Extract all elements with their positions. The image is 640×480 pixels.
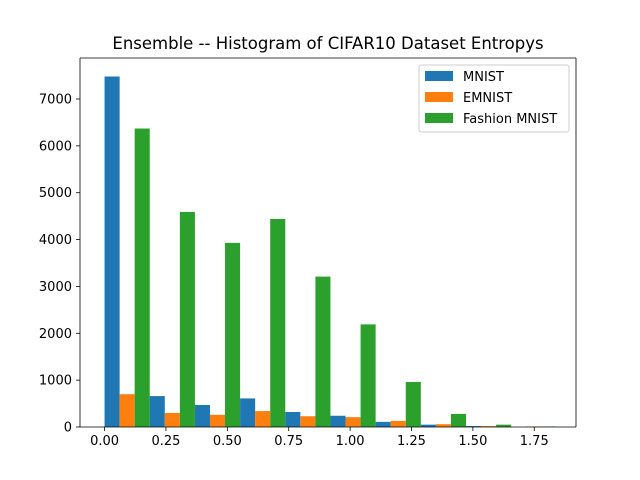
legend-frame [418,64,570,133]
bar-mnist-bin-4 [285,412,301,427]
bar-mnist-bin-7 [420,424,436,427]
bar-emnist-bin-2 [209,414,226,427]
x-tick-label: 1.50 [458,434,487,449]
bar-emnist-bin-1 [164,412,180,427]
bar-emnist-bin-4 [300,416,316,427]
bar-fashion-mnist-bin-7 [450,413,466,427]
bar-mnist-bin-3 [240,398,256,427]
legend: MNIST EMNIST Fashion MNIST [418,64,570,133]
bar-fashion-mnist-bin-6 [405,382,421,427]
legend-label: EMNIST [463,91,512,106]
bar-mnist-bin-5 [330,415,346,427]
bar-fashion-mnist-bin-5 [360,324,376,427]
x-tick-label: 0.00 [90,434,119,449]
y-tick-label: 2000 [39,327,72,342]
x-tick-label: 1.75 [520,434,549,449]
bar-emnist-bin-5 [345,417,361,427]
x-tick-label: 1.00 [336,434,365,449]
legend-swatch [425,113,453,123]
x-tick-label: 0.50 [213,434,242,449]
y-tick-label: 5000 [39,186,72,201]
y-tick-label: 6000 [39,139,72,154]
bar-fashion-mnist-bin-4 [315,276,331,427]
bar-fashion-mnist-bin-1 [179,211,195,427]
bar-mnist-bin-2 [194,404,210,427]
y-tick-label: 4000 [39,233,72,248]
bar-fashion-mnist-bin-8 [496,424,512,427]
bar-mnist-bin-8 [465,426,482,427]
legend-swatch [425,92,453,102]
bar-mnist-bin-0 [104,76,120,427]
bar-fashion-mnist-bin-0 [134,128,150,427]
legend-swatch [425,71,453,81]
y-tick-label: 1000 [39,374,72,389]
chart-title: Ensemble -- Histogram of CIFAR10 Dataset… [112,34,543,53]
bar-fashion-mnist-bin-2 [225,242,241,427]
legend-label: Fashion MNIST [463,112,557,127]
bar-mnist-bin-1 [149,396,165,427]
axes-group: 0.00 0.25 0.50 0.75 1.00 1.25 1.50 1.75 0 1000 200… [39,57,577,449]
bar-emnist-bin-3 [255,411,271,427]
y-tick-label: 7000 [39,93,72,108]
legend-label: MNIST [463,70,504,85]
x-tick-label: 0.75 [274,434,303,449]
bar-mnist-bin-6 [375,421,391,427]
bars-group [104,76,557,427]
bar-emnist-bin-6 [390,420,406,427]
bar-emnist-bin-8 [481,426,497,427]
y-tick-label: 0 [64,421,72,436]
bar-emnist-bin-0 [119,394,135,427]
y-tick-label: 3000 [39,280,72,295]
bar-emnist-bin-7 [435,424,451,427]
x-tick-label: 0.25 [151,434,180,449]
x-tick-label: 1.25 [397,434,426,449]
bar-fashion-mnist-bin-3 [270,218,286,427]
